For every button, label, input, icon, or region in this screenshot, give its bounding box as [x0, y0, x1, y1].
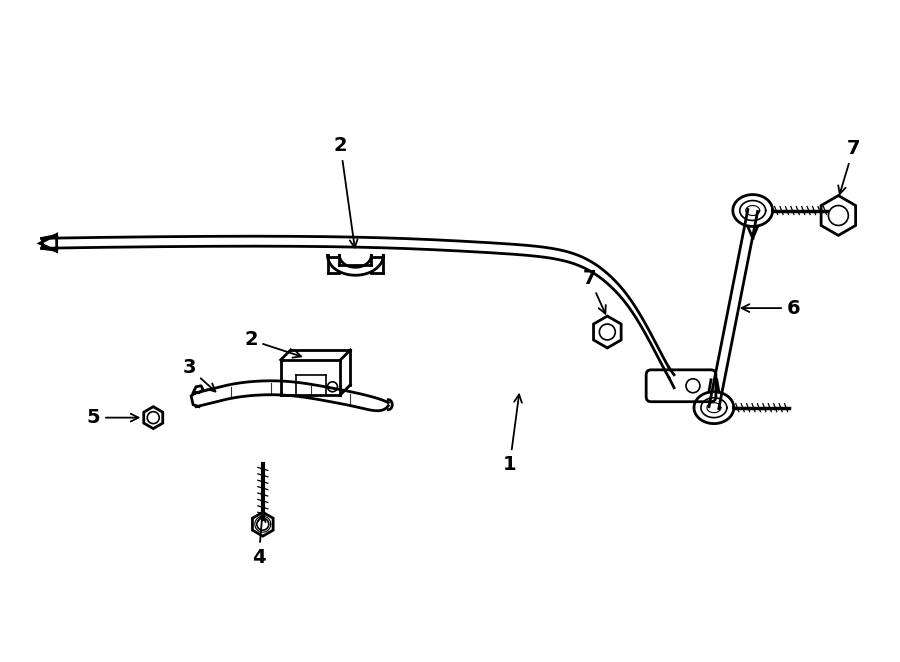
- Polygon shape: [40, 234, 57, 252]
- Circle shape: [828, 205, 849, 226]
- Text: 1: 1: [503, 395, 522, 474]
- FancyBboxPatch shape: [646, 370, 716, 402]
- Text: 3: 3: [183, 358, 215, 391]
- Circle shape: [148, 412, 159, 424]
- Text: 6: 6: [742, 299, 800, 318]
- Polygon shape: [593, 316, 621, 348]
- Text: 2: 2: [334, 136, 357, 248]
- Polygon shape: [821, 195, 856, 236]
- Polygon shape: [252, 512, 273, 536]
- Polygon shape: [144, 406, 163, 428]
- Circle shape: [686, 379, 700, 393]
- Circle shape: [256, 518, 269, 530]
- Text: 7: 7: [582, 269, 606, 314]
- Circle shape: [328, 382, 338, 392]
- Text: 2: 2: [244, 330, 301, 357]
- Text: 4: 4: [252, 514, 266, 567]
- Text: 5: 5: [86, 408, 139, 427]
- Circle shape: [599, 324, 616, 340]
- Text: 7: 7: [838, 139, 860, 194]
